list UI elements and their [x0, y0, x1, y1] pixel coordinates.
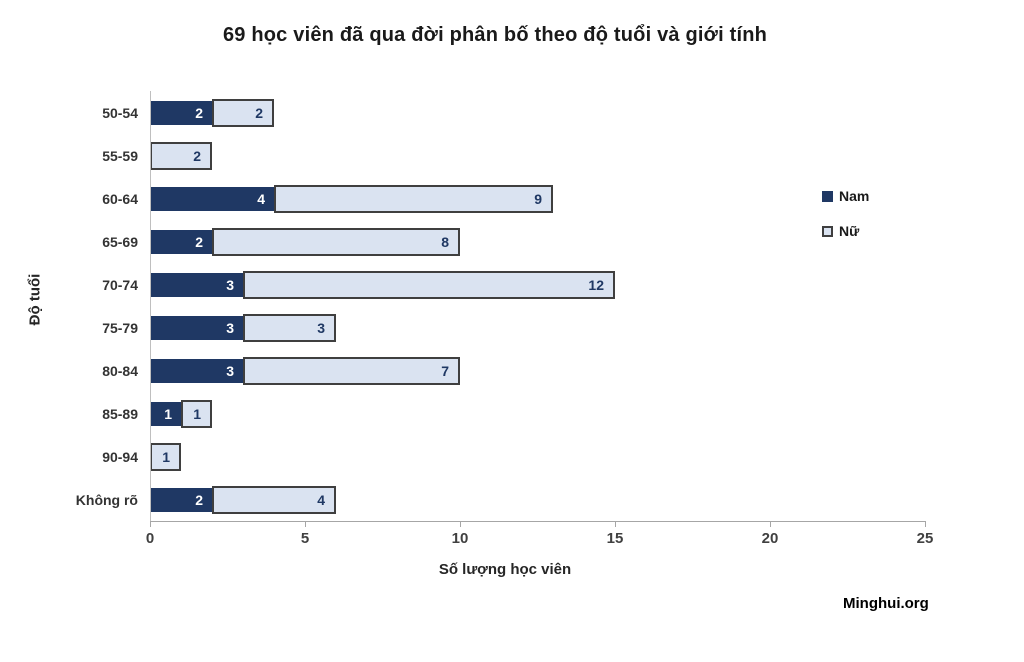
data-label: 4 — [257, 190, 265, 207]
bar-segment-nu: 2 — [150, 141, 212, 170]
chart-row: 70-74 3 12 — [10, 263, 925, 306]
data-label: 3 — [317, 319, 325, 336]
bar-segment-nu: 12 — [243, 270, 615, 299]
source-credit: Minghui.org — [843, 595, 929, 612]
bar-track: 2 — [150, 134, 925, 177]
x-tick-mark — [615, 521, 616, 527]
chart-row: 65-69 2 8 — [10, 220, 925, 263]
data-label: 4 — [317, 491, 325, 508]
bar-segment-nu: 9 — [274, 184, 553, 213]
chart-row: Không rõ 2 4 — [10, 478, 925, 521]
bar-segment-nu: 1 — [181, 399, 212, 428]
chart-row: 55-59 2 — [10, 134, 925, 177]
legend-label-nu: Nữ — [839, 223, 860, 239]
legend: Nam Nữ — [822, 188, 869, 239]
chart-row: 75-79 3 3 — [10, 306, 925, 349]
x-tick-label: 20 — [761, 530, 779, 547]
bar-segment-nam: 1 — [150, 401, 181, 426]
chart-row: 60-64 4 9 — [10, 177, 925, 220]
x-tick-mark — [770, 521, 771, 527]
x-tick-label: 10 — [451, 530, 469, 547]
legend-item-nu: Nữ — [822, 223, 869, 239]
x-tick-mark — [305, 521, 306, 527]
legend-swatch-nam — [822, 190, 833, 202]
bar-segment-nam: 2 — [150, 100, 212, 125]
x-axis-line — [150, 521, 926, 522]
category-label: 70-74 — [102, 276, 138, 293]
category-label: 65-69 — [102, 233, 138, 250]
category-label: 55-59 — [102, 147, 138, 164]
category-label: 50-54 — [102, 104, 138, 121]
data-label: 3 — [226, 319, 234, 336]
data-label: 9 — [534, 190, 542, 207]
category-label: 85-89 — [102, 405, 138, 422]
bar-segment-nu: 3 — [243, 313, 336, 342]
bar-segment-nam: 3 — [150, 358, 243, 383]
category-label: 75-79 — [102, 319, 138, 336]
data-label: 2 — [195, 104, 203, 121]
bar-segment-nam: 4 — [150, 186, 274, 211]
x-tick-mark — [460, 521, 461, 527]
x-tick-label: 25 — [916, 530, 934, 547]
plot-rows: 50-54 2 2 55-59 2 60-64 4 9 65-69 2 8 70-74 3 12 75-79… — [10, 91, 925, 521]
chart-row: 90-94 1 — [10, 435, 925, 478]
data-label: 1 — [162, 448, 170, 465]
data-label: 2 — [195, 233, 203, 250]
x-tick-label: 15 — [606, 530, 624, 547]
chart-row: 80-84 3 7 — [10, 349, 925, 392]
x-tick-mark — [925, 521, 926, 527]
bar-segment-nam: 2 — [150, 229, 212, 254]
bar-segment-nu: 7 — [243, 356, 460, 385]
bar-segment-nam: 3 — [150, 315, 243, 340]
bar-segment-nam: 3 — [150, 272, 243, 297]
data-label: 2 — [193, 147, 201, 164]
data-label: 3 — [226, 276, 234, 293]
bar-segment-nam: 2 — [150, 487, 212, 512]
data-label: 2 — [195, 491, 203, 508]
x-tick-label: 5 — [300, 530, 310, 547]
category-label: 60-64 — [102, 190, 138, 207]
chart-row: 50-54 2 2 — [10, 91, 925, 134]
category-label: 80-84 — [102, 362, 138, 379]
x-axis-ticks: 0 5 10 15 20 25 — [146, 521, 933, 561]
bar-segment-nu: 1 — [150, 442, 181, 471]
legend-label-nam: Nam — [839, 188, 870, 204]
data-label: 12 — [588, 276, 604, 293]
legend-swatch-nu — [822, 225, 833, 237]
x-tick-label: 0 — [145, 530, 155, 547]
category-label: Không rõ — [75, 491, 138, 508]
data-label: 2 — [255, 104, 263, 121]
y-axis-line — [150, 91, 151, 521]
chart-title: 69 học viên đã qua đời phân bố theo độ t… — [222, 24, 768, 46]
bar-segment-nu: 2 — [212, 98, 274, 127]
chart-row: 85-89 1 1 — [10, 392, 925, 435]
legend-item-nam: Nam — [822, 188, 869, 204]
bar-track: 3 12 — [150, 263, 925, 306]
data-label: 1 — [193, 405, 201, 422]
bar-segment-nu: 4 — [212, 485, 336, 514]
data-label: 1 — [164, 405, 172, 422]
x-axis-title: Số lượng học viên — [438, 561, 572, 578]
data-label: 8 — [441, 233, 449, 250]
data-label: 7 — [441, 362, 449, 379]
x-tick-mark — [150, 521, 151, 527]
bar-segment-nu: 8 — [212, 227, 460, 256]
data-label: 3 — [226, 362, 234, 379]
bar-track: 1 — [150, 435, 925, 478]
category-label: 90-94 — [102, 448, 138, 465]
